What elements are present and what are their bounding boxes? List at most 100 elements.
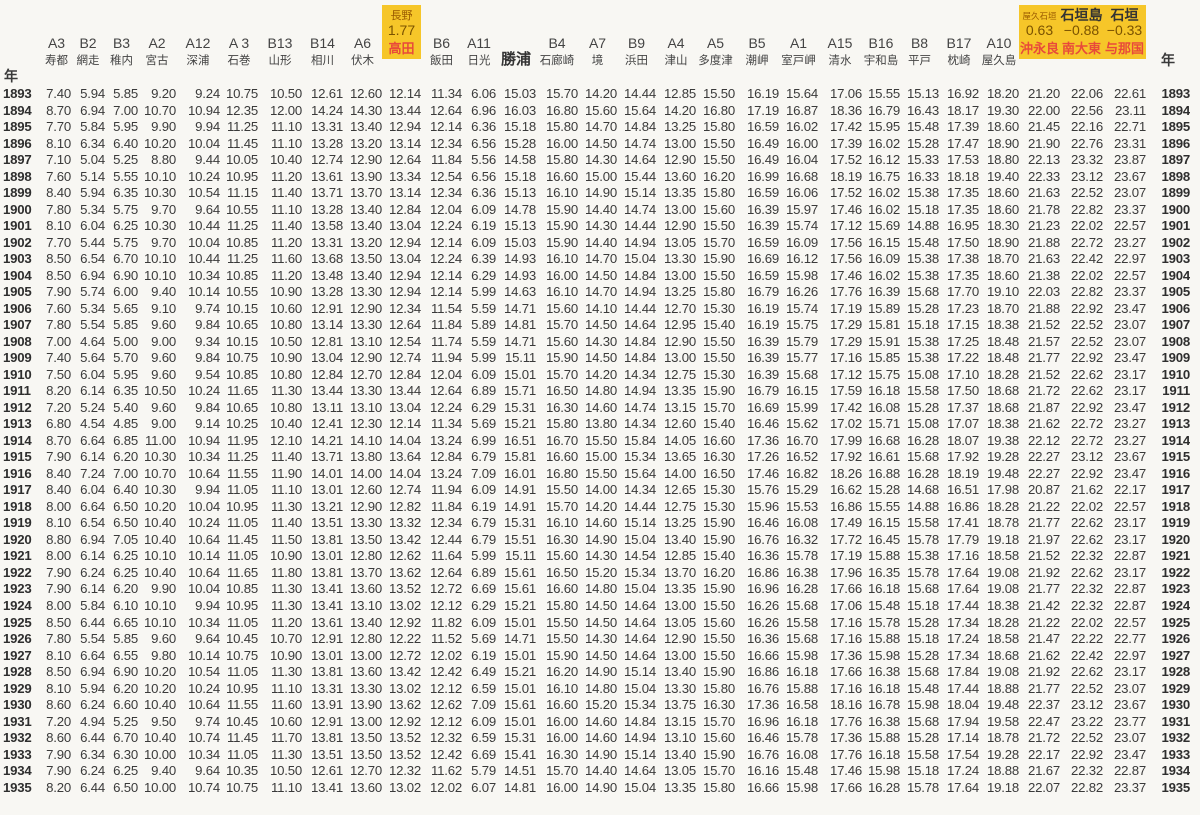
station-header: 屋久石垣 0.63 沖永良 xyxy=(1019,0,1060,86)
year-cell-right: 1914 xyxy=(1161,432,1190,448)
value-cell: 14.50 xyxy=(584,647,617,663)
table-row: 1919 8.10 6.54 6.50 10.40 10.24 11.05 11.40 13.5… xyxy=(0,515,1190,532)
value-cell: 6.49 xyxy=(471,664,496,680)
value-cell: 23.37 xyxy=(1113,284,1146,300)
value-cell: 15.90 xyxy=(702,383,735,399)
value-cell: 17.76 xyxy=(829,713,862,729)
value-cell: 11.30 xyxy=(270,498,302,514)
value-cell: 13.25 xyxy=(663,284,696,300)
value-cell: 4.94 xyxy=(80,713,105,729)
value-cell: 15.80 xyxy=(702,284,735,300)
table-row: 1903 8.50 6.54 6.70 10.10 10.44 11.25 11.60 13.6… xyxy=(0,251,1190,268)
value-cell: 16.15 xyxy=(785,383,818,399)
table-row: 1918 8.00 6.64 6.50 10.20 10.04 10.95 11.30 13.2… xyxy=(0,499,1190,516)
value-cell: 15.76 xyxy=(746,482,779,498)
value-cell: 13.04 xyxy=(310,350,343,366)
value-cell: 8.10 xyxy=(46,515,71,531)
value-cell: 13.11 xyxy=(311,399,343,415)
value-cell: 10.90 xyxy=(269,350,302,366)
station-header: B3 稚内 xyxy=(105,0,138,86)
value-cell: 22.52 xyxy=(1070,333,1103,349)
value-cell: 12.90 xyxy=(663,333,696,349)
value-cell: 21.87 xyxy=(1027,399,1060,415)
value-cell: 17.53 xyxy=(946,152,979,168)
table-row: 1916 8.40 7.24 7.00 10.70 10.64 11.55 11.90 14.0… xyxy=(0,466,1190,483)
value-cell: 13.40 xyxy=(663,746,696,762)
value-cell: 16.76 xyxy=(746,680,779,696)
value-cell: 5.75 xyxy=(113,201,138,217)
station-name: 石廊崎 xyxy=(539,55,575,67)
value-cell: 14.71 xyxy=(503,333,536,349)
value-cell: 17.35 xyxy=(946,267,979,283)
station-header: A1 室戸岬 xyxy=(779,0,818,86)
value-cell: 10.30 xyxy=(143,185,176,201)
value-cell: 15.00 xyxy=(584,168,617,184)
value-cell: 12.14 xyxy=(429,267,462,283)
value-cell: 14.04 xyxy=(388,465,421,481)
station-code: A6 xyxy=(353,35,372,51)
year-cell-right: 1922 xyxy=(1161,564,1190,580)
value-cell: 9.34 xyxy=(195,333,220,349)
value-cell: 21.42 xyxy=(1027,597,1060,613)
value-cell: 11.40 xyxy=(270,515,302,531)
value-cell: 23.12 xyxy=(1070,449,1103,465)
value-cell: 16.88 xyxy=(867,465,900,481)
value-cell: 15.95 xyxy=(867,119,900,135)
year-cell-right: 1900 xyxy=(1161,201,1190,217)
value-cell: 13.15 xyxy=(663,713,696,729)
value-cell: 13.71 xyxy=(310,185,343,201)
value-cell: 8.50 xyxy=(46,267,71,283)
value-cell: 7.90 xyxy=(46,763,71,779)
value-cell: 22.62 xyxy=(1070,664,1103,680)
value-cell: 6.29 xyxy=(471,399,496,415)
value-cell: 9.74 xyxy=(195,300,220,316)
year-cell-right: 1908 xyxy=(1161,333,1190,349)
value-cell: 23.67 xyxy=(1113,168,1146,184)
value-cell: 15.80 xyxy=(702,680,735,696)
value-cell: 22.62 xyxy=(1070,366,1103,382)
value-cell: 14.51 xyxy=(503,763,536,779)
value-cell: 11.64 xyxy=(430,548,462,564)
value-cell: 12.24 xyxy=(429,251,462,267)
value-cell: 18.19 xyxy=(946,465,979,481)
value-cell: 15.28 xyxy=(906,647,939,663)
value-cell: 11.00 xyxy=(144,432,176,448)
value-cell: 6.10 xyxy=(113,597,138,613)
value-cell: 15.58 xyxy=(785,614,818,630)
value-cell: 10.55 xyxy=(225,201,258,217)
value-cell: 15.55 xyxy=(867,86,900,101)
station-name: 潮岬 xyxy=(745,55,769,67)
value-cell: 15.48 xyxy=(785,763,818,779)
station-code: A 3 xyxy=(228,35,250,51)
value-cell: 5.95 xyxy=(113,366,138,382)
value-cell: 6.50 xyxy=(113,779,138,795)
value-cell: 14.44 xyxy=(623,300,656,316)
value-cell: 13.40 xyxy=(349,201,382,217)
temperature-table-sheet: 年 A3 寿都 B2 網走 B3 稚内 A2 宮古 A12 深浦 A 3 石巻 B13 山形 B14 相川 A6 伏… xyxy=(0,0,1190,795)
value-cell: 15.68 xyxy=(906,449,939,465)
value-cell: 11.65 xyxy=(226,564,258,580)
value-cell: 14.60 xyxy=(584,730,617,746)
value-cell: 13.41 xyxy=(310,597,343,613)
value-cell: 7.90 xyxy=(46,564,71,580)
value-cell: 15.18 xyxy=(503,168,536,184)
value-cell: 16.10 xyxy=(545,251,578,267)
value-cell: 15.29 xyxy=(785,482,818,498)
value-cell: 12.24 xyxy=(429,218,462,234)
value-cell: 5.59 xyxy=(471,333,496,349)
value-cell: 17.56 xyxy=(829,251,862,267)
value-cell: 6.94 xyxy=(80,102,105,118)
value-cell: 14.20 xyxy=(584,86,617,101)
value-cell: 10.05 xyxy=(225,152,258,168)
value-cell: 17.66 xyxy=(829,779,862,795)
value-cell: 12.12 xyxy=(429,597,462,613)
value-cell: 15.70 xyxy=(545,498,578,514)
value-cell: 11.74 xyxy=(430,333,462,349)
value-cell: 10.25 xyxy=(225,416,258,432)
value-cell: 10.15 xyxy=(225,333,258,349)
value-cell: 14.93 xyxy=(503,251,536,267)
value-cell: 6.06 xyxy=(471,86,496,101)
value-cell: 10.20 xyxy=(143,664,176,680)
value-cell: 15.50 xyxy=(545,482,578,498)
value-cell: 11.90 xyxy=(270,465,302,481)
